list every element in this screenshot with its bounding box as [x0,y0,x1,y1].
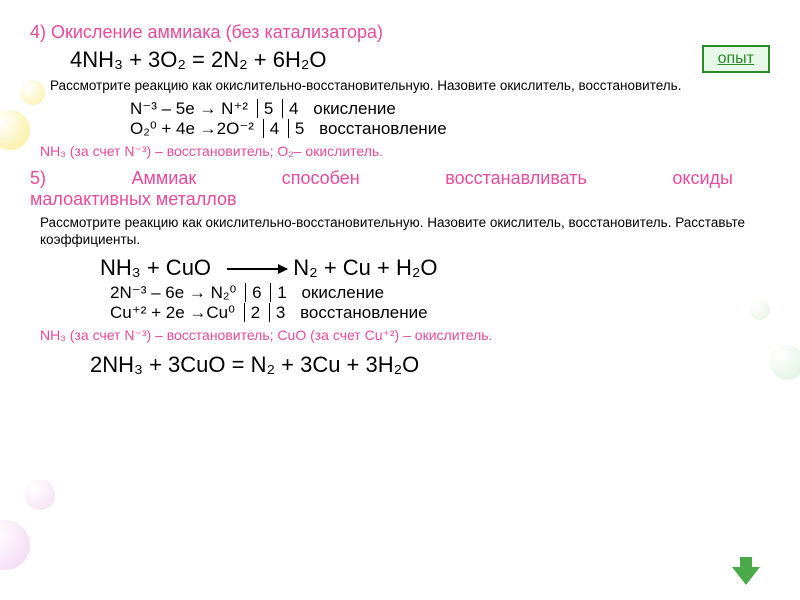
section4-equation: 4NH₃ + 3O₂ = 2N₂ + 6H₂O [70,47,770,73]
s4-half2-c2: 5 [288,119,304,138]
s4-half2-c1: 4 [263,119,279,138]
section4-conclusion: NH₃ (за счет N⁻³) – восстановитель; O₂– … [40,143,770,160]
section5-final-equation: 2NH₃ + 3CuO = N₂ + 3Cu + 3H₂O [90,352,770,378]
opyt-link-box[interactable]: опыт [702,45,770,73]
opyt-link[interactable]: опыт [718,50,754,67]
s4-half2-left: O₂⁰ + 4e →2O⁻² [130,119,254,138]
s5-half1-c2: 1 [270,283,286,302]
s4-half1-c2: 4 [282,99,298,118]
s5-eq-left: NH₃ + CuO [100,255,211,280]
s5-half2-c2: 3 [269,303,285,322]
section5-task: Рассмотрите реакцию как окислительно-вос… [40,214,770,249]
s4-half1-c1: 5 [257,99,273,118]
s5-title-l2: малоактивных металлов [30,189,733,210]
s4-half2-label: восстановление [319,119,447,138]
next-page-arrow-icon[interactable] [732,567,760,585]
section5-title: 5) Аммиак способен восстанавливать оксид… [30,168,733,210]
section5-conclusion: NH₃ (за счет N⁻³) – восстановитель; CuO … [40,327,770,344]
s5-eq-right: N₂ + Cu + H₂O [293,255,437,280]
s4-half1-left: N⁻³ – 5e → N⁺² [130,99,248,118]
reaction-arrow-icon [227,268,287,270]
section5-unbalanced-eq: NH₃ + CuO N₂ + Cu + H₂O [100,255,770,281]
s5-half2-label: восстановление [300,303,428,322]
section4-task: Рассмотрите реакцию как окислительно-вос… [50,77,770,95]
section4-title: 4) Окисление аммиака (без катализатора) [30,22,770,43]
s5-half2-left: Cu⁺² + 2e →Cu⁰ [110,303,235,322]
section4-half-reactions: N⁻³ – 5e → N⁺² 5 4 окисление O₂⁰ + 4e →2… [130,99,770,139]
s4-half1-label: окисление [313,99,396,118]
s5-half1-label: окисление [301,283,384,302]
s5-half2-c1: 2 [244,303,260,322]
s5-half1-left: 2N⁻³ – 6e → N₂⁰ [110,283,236,302]
section5-half-reactions: 2N⁻³ – 6e → N₂⁰ 6 1 окисление Cu⁺² + 2e … [110,283,770,323]
s5-half1-c1: 6 [245,283,261,302]
s5-title-l1: 5) Аммиак способен восстанавливать оксид… [30,168,733,188]
